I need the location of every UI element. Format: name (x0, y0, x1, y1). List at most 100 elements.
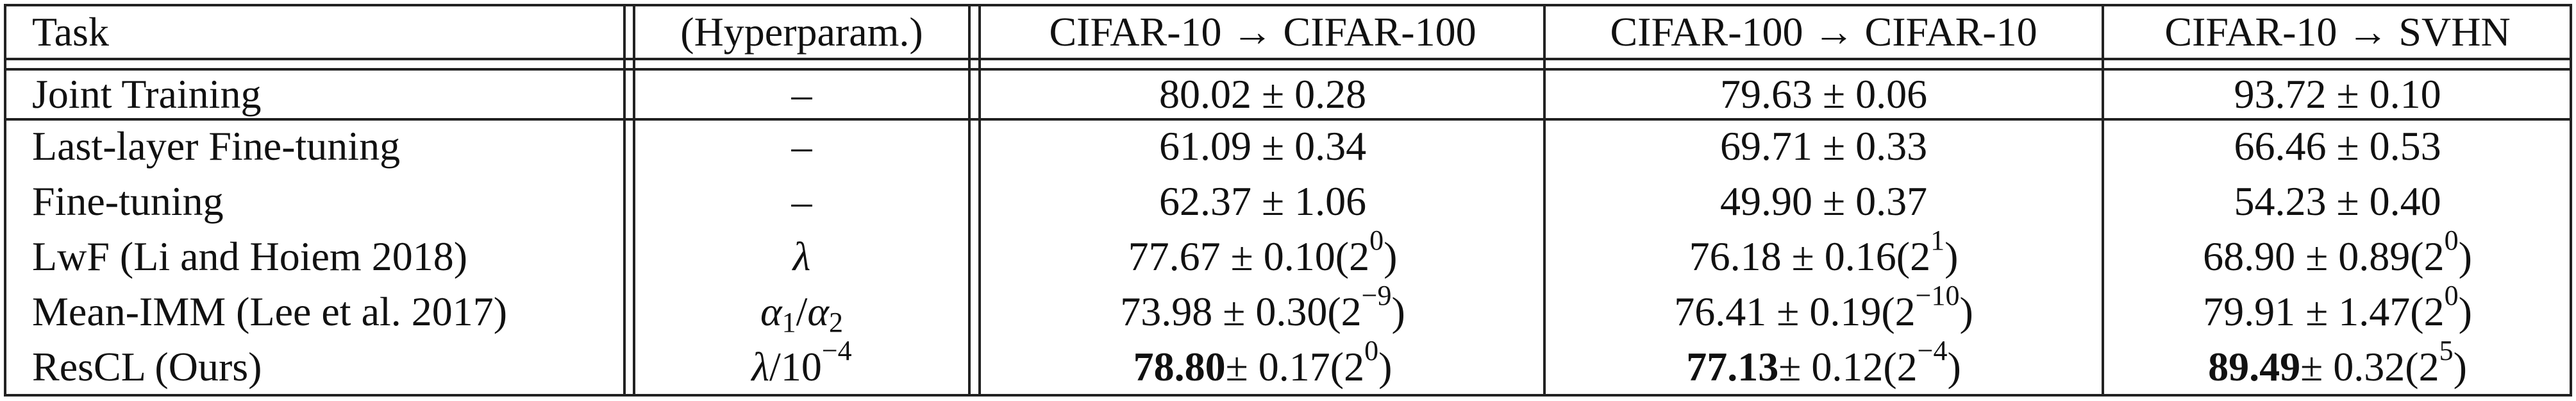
cell-text: Task (32, 9, 109, 55)
cell-text: 2 (828, 306, 843, 338)
cell-text: 5 (2439, 334, 2454, 366)
table-cell: λ (634, 229, 969, 284)
header-cell: CIFAR-10 → SVHN (2103, 5, 2572, 59)
cell-text: −4 (821, 334, 852, 366)
table-cell: ResCL (Ours) (5, 339, 624, 395)
cell-text: /10 (769, 344, 822, 389)
cell-text: −4 (1917, 334, 1948, 366)
table-cell: Fine-tuning (5, 174, 624, 229)
table-cell: 54.23 ± 0.40 (2103, 174, 2572, 229)
header-cell: (Hyperparam.) (634, 5, 969, 59)
cell-text: ) (1378, 344, 1393, 389)
cell-text: Joint Training (32, 71, 262, 117)
cell-text: 73.98 ± 0.30(2 (1120, 289, 1362, 334)
cell-text: 0 (2444, 224, 2459, 256)
table-cell: 62.37 ± 1.06 (981, 174, 1544, 229)
cell-text: – (791, 178, 812, 224)
cell-text: ) (1384, 234, 1398, 279)
cell-text: 76.41 ± 0.19(2 (1674, 289, 1916, 334)
cell-text: ) (1947, 344, 1961, 389)
cell-text: 78.80 (1133, 344, 1226, 389)
table-cell: – (634, 69, 969, 119)
rule (968, 4, 971, 397)
cell-text: Mean-IMM (Lee et al. 2017) (32, 289, 508, 334)
rule (4, 58, 2572, 60)
table-cell: 61.09 ± 0.34 (981, 119, 1544, 174)
rule (2102, 4, 2104, 397)
table-cell: 68.90 ± 0.89(2 0) (2103, 225, 2572, 284)
rule (623, 4, 626, 397)
cell-text: 0 (1369, 224, 1384, 256)
cell-text: 1 (782, 306, 796, 338)
cell-text: CIFAR-10 → CIFAR-100 (1049, 9, 1476, 55)
cell-text: 62.37 ± 1.06 (1158, 178, 1367, 224)
table-cell: LwF (Li and Hoiem 2018) (5, 229, 624, 284)
cell-text: λ (751, 344, 770, 389)
rule (2570, 4, 2572, 397)
header-cell: Task (5, 5, 624, 59)
cell-text: Last-layer Fine-tuning (32, 123, 401, 169)
cell-text: 89.49 (2208, 344, 2301, 389)
header-cell: CIFAR-10 → CIFAR-100 (981, 5, 1544, 59)
cell-text: 68.90 ± 0.89(2 (2203, 234, 2445, 279)
cell-text: 49.90 ± 0.37 (1719, 178, 1928, 224)
cell-text: 93.72 ± 0.10 (2234, 71, 2441, 117)
cell-text: ) (2458, 234, 2472, 279)
cell-text: LwF (Li and Hoiem 2018) (32, 234, 467, 279)
table-cell: 89.49 ± 0.32(2 5) (2103, 335, 2572, 395)
rule (4, 118, 2572, 121)
table-cell: 66.46 ± 0.53 (2103, 119, 2572, 174)
cell-text: 77.67 ± 0.10(2 (1128, 234, 1370, 279)
cell-text: 66.46 ± 0.53 (2234, 123, 2441, 169)
cell-text: 61.09 ± 0.34 (1158, 123, 1367, 169)
rule (1543, 4, 1546, 397)
table-cell: 49.90 ± 0.37 (1544, 174, 2103, 229)
cell-text: 79.91 ± 1.47(2 (2203, 289, 2445, 334)
cell-text: ) (2453, 344, 2467, 389)
table-cell: 93.72 ± 0.10 (2103, 69, 2572, 119)
table-cell: Joint Training (5, 69, 624, 119)
table-cell: 76.41 ± 0.19(2 −10) (1544, 280, 2103, 339)
cell-text: ) (1391, 289, 1405, 334)
cell-text: / (796, 289, 808, 334)
rule (4, 4, 2572, 6)
rule (978, 4, 981, 397)
rule (4, 394, 2572, 397)
cell-text: 69.71 ± 0.33 (1719, 123, 1928, 169)
cell-text: – (791, 123, 812, 169)
table-cell: 77.67 ± 0.10(2 0) (981, 225, 1544, 284)
rule (4, 4, 6, 397)
table-cell: – (634, 119, 969, 174)
table-cell: λ/10 −4 (634, 335, 969, 395)
cell-text: 0 (2444, 279, 2459, 311)
rule (633, 4, 635, 397)
table-cell: Last-layer Fine-tuning (5, 119, 624, 174)
table-cell: Mean-IMM (Lee et al. 2017) (5, 284, 624, 339)
cell-text: α (760, 289, 782, 334)
table-cell: 73.98 ± 0.30(2 −9) (981, 280, 1544, 339)
cell-text: 80.02 ± 0.28 (1158, 71, 1367, 117)
cell-text: ) (1945, 234, 1959, 279)
table-cell: 69.71 ± 0.33 (1544, 119, 2103, 174)
rule (4, 68, 2572, 71)
cell-text: 0 (1364, 334, 1379, 366)
table-cell: 78.80 ± 0.17(2 0) (981, 335, 1544, 395)
cell-text: ) (2458, 289, 2472, 334)
cell-text: 54.23 ± 0.40 (2234, 178, 2441, 224)
cell-text: ± 0.12(2 (1778, 344, 1918, 389)
cell-text: −10 (1915, 279, 1960, 311)
cell-text: α (807, 289, 829, 334)
cell-text: λ (792, 234, 811, 279)
cell-text: 79.63 ± 0.06 (1719, 71, 1928, 117)
cell-text: Fine-tuning (32, 178, 224, 224)
cell-text: ) (1959, 289, 1973, 334)
table-cell: 79.91 ± 1.47(2 0) (2103, 280, 2572, 339)
table-cell: 80.02 ± 0.28 (981, 69, 1544, 119)
cell-text: CIFAR-10 → SVHN (2164, 9, 2511, 55)
table-cell: 79.63 ± 0.06 (1544, 69, 2103, 119)
table-cell: α 1/α 2 (634, 284, 969, 339)
table-cell: 76.18 ± 0.16(2 1) (1544, 225, 2103, 284)
cell-text: −9 (1361, 279, 1392, 311)
header-cell: CIFAR-100 → CIFAR-10 (1544, 5, 2103, 59)
